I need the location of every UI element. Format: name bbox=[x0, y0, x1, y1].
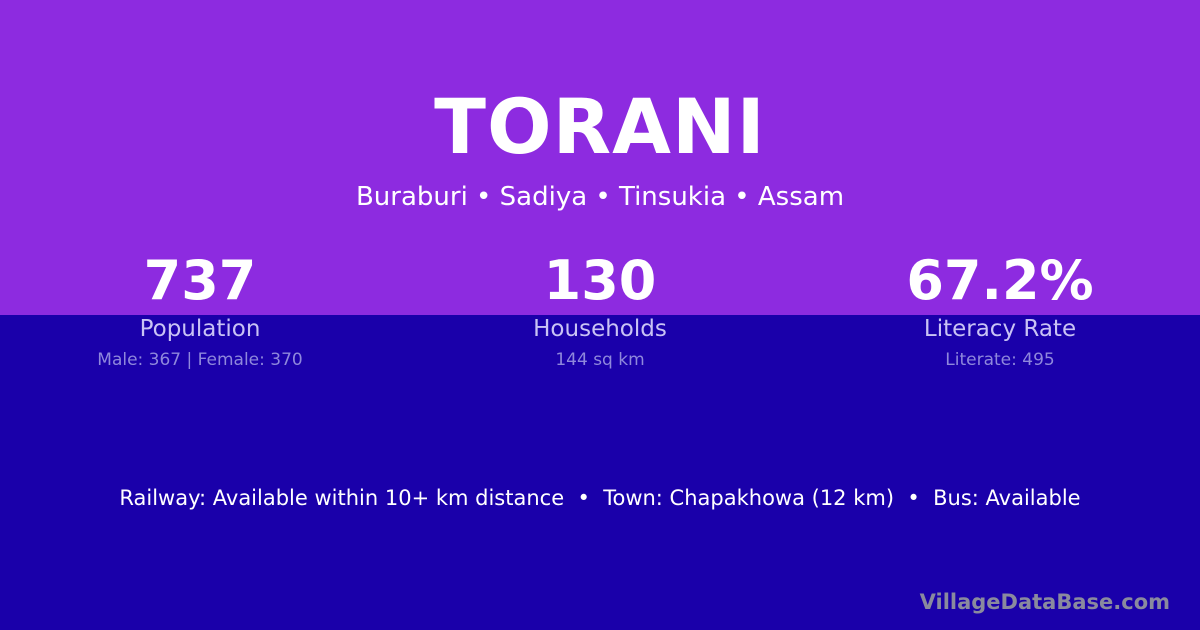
brand-watermark: VillageDataBase.com bbox=[919, 590, 1170, 614]
stat-literacy: 67.2% Literacy Rate Literate: 495 bbox=[800, 249, 1200, 371]
location-breadcrumb: Buraburi • Sadiya • Tinsukia • Assam bbox=[355, 182, 845, 212]
stat-population: 737 Population Male: 367 | Female: 370 bbox=[0, 249, 400, 371]
header-band bbox=[0, 0, 1200, 315]
stat-value: 737 bbox=[143, 249, 257, 312]
stat-value: 67.2% bbox=[906, 249, 1094, 312]
stat-label: Literacy Rate bbox=[923, 316, 1077, 342]
footer-band bbox=[0, 315, 1200, 630]
stat-detail: Male: 367 | Female: 370 bbox=[97, 350, 303, 370]
stat-households: 130 Households 144 sq km bbox=[400, 249, 800, 371]
stat-label: Population bbox=[139, 316, 261, 342]
village-title: TORANI bbox=[434, 82, 766, 171]
stat-detail: Literate: 495 bbox=[945, 350, 1055, 370]
stat-label: Households bbox=[533, 316, 667, 342]
stat-value: 130 bbox=[543, 249, 657, 312]
connectivity-info: Railway: Available within 10+ km distanc… bbox=[119, 486, 1081, 510]
stat-detail: 144 sq km bbox=[555, 350, 645, 370]
